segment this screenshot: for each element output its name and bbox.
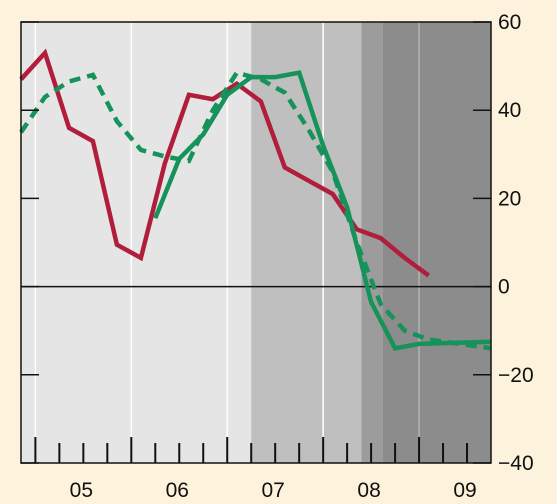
series-lines [19, 48, 492, 351]
x-axis-ticks [34, 437, 469, 463]
x-tick-label: 09 [453, 479, 476, 502]
background-band [361, 22, 383, 463]
x-tick-label: 07 [262, 479, 285, 502]
x-tick-label: 06 [166, 479, 189, 502]
background-band [382, 22, 491, 463]
gridlines [21, 22, 491, 463]
y-tick-label: 20 [498, 187, 521, 210]
x-axis-tick-labels: 05 06 07 08 09 [70, 479, 477, 502]
y-tick-label: 60 [498, 11, 521, 34]
y-axis-tick-labels: −40 −20 0 20 40 60 [498, 11, 534, 475]
y-tick-label: −20 [498, 364, 534, 387]
dashed-series-line [19, 70, 492, 351]
x-tick-label: 05 [70, 479, 93, 502]
x-tick-label: 08 [357, 479, 380, 502]
series-line [153, 70, 492, 351]
plot-frame [20, 21, 492, 464]
y-tick-label: 0 [498, 276, 510, 299]
y-axis-ticks [21, 21, 491, 464]
y-tick-label: −40 [498, 452, 534, 475]
y-tick-label: 40 [498, 99, 521, 122]
background-bands [21, 22, 491, 463]
